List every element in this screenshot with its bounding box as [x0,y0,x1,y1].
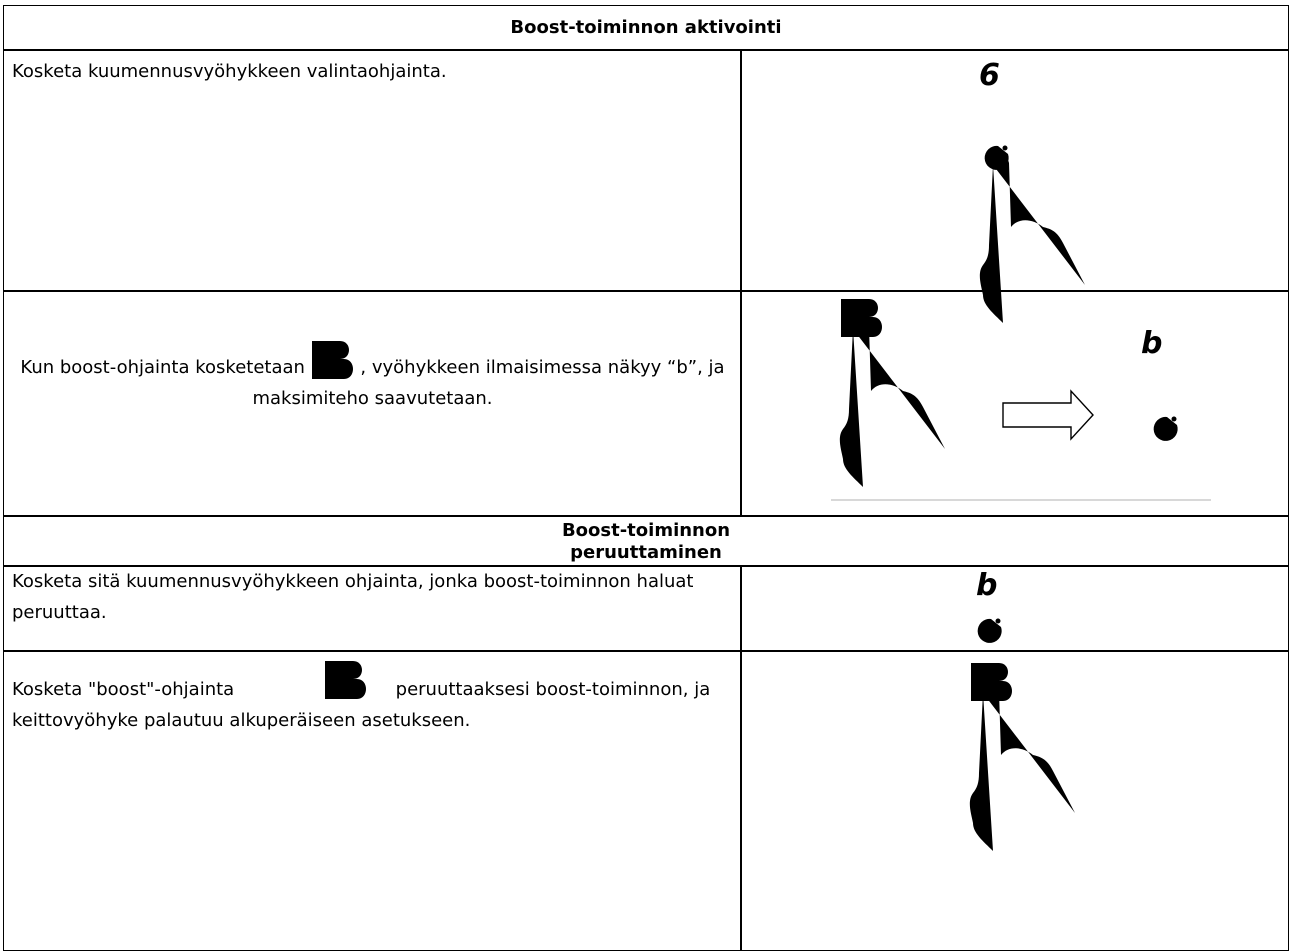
illustration [831,299,1211,501]
boost-icon [311,341,353,379]
section-header: Boost-toiminnon aktivointi [3,5,1289,51]
display-digit: b [976,568,998,603]
instruction-cell: Kosketa sitä kuumennusvyöhykkeen ohjaint… [3,565,742,652]
instruction-cell: Kosketa "boost"-ohjainta peruuttaaksesi … [3,650,742,951]
display-digit: 6 [979,58,1000,93]
section-title: Boost-toiminnon aktivointi [510,17,782,38]
illustration-cell: b [740,565,1289,652]
display-digit: b [1141,326,1163,361]
illustration [969,663,1075,851]
instruction-text: Kosketa sitä kuumennusvyöhykkeen ohjaint… [12,571,694,623]
illustration [977,618,1002,643]
illustration-cell: 6 [740,49,1289,323]
instruction-text: Kosketa "boost"-ohjainta [12,679,235,700]
illustration-cell: b [740,290,1289,517]
illustration [979,145,1085,323]
boost-icon [324,661,366,699]
instruction-text: Kun boost-ohjainta kosketetaan [20,357,305,378]
section-header: Boost-toiminnon peruuttaminen [3,515,1289,567]
illustration-cell [740,650,1289,951]
instruction-text: Kosketa kuumennusvyöhykkeen valintaohjai… [12,61,447,82]
section-title: peruuttaminen [570,542,722,563]
instruction-text: peruuttaaksesi boost-toiminnon, ja keitt… [12,679,711,731]
instruction-text: , vyöhykkeen ilmaisimessa näkyy “b”, ja … [252,357,725,409]
instruction-cell: Kun boost-ohjainta kosketetaan , vyöhykk… [3,290,742,517]
instruction-cell: Kosketa kuumennusvyöhykkeen valintaohjai… [3,49,742,292]
section-title: Boost-toiminnon [561,520,731,541]
